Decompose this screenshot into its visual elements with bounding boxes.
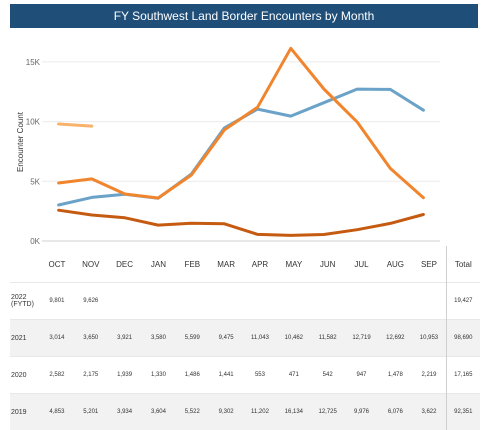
table-cell [175, 283, 209, 320]
table-cell: 10,462 [277, 320, 311, 357]
table-cell: 4,853 [40, 394, 74, 430]
table-cell: 2,175 [74, 357, 108, 394]
table-cell: 16,134 [277, 394, 311, 430]
table-cell: 11,043 [243, 320, 277, 357]
table-cell [209, 283, 243, 320]
table-cell: 1,478 [378, 357, 412, 394]
table-header-jan: JAN [142, 246, 176, 283]
table-header-jul: JUL [345, 246, 379, 283]
table-header-corner [10, 246, 40, 283]
table-cell: 12,719 [345, 320, 379, 357]
row-total: 17,165 [446, 357, 480, 394]
table-cell: 2,219 [412, 357, 446, 394]
table-cell: 3,921 [108, 320, 142, 357]
table-cell: 5,201 [74, 394, 108, 430]
table-header-total: Total [446, 246, 480, 283]
line-chart: 0K 5K 10K 15K Encounter Count [0, 30, 488, 246]
table-cell [345, 283, 379, 320]
series-line-2020 [59, 210, 424, 235]
table-cell: 2,582 [40, 357, 74, 394]
table-cell: 6,076 [378, 394, 412, 430]
table-cell [277, 283, 311, 320]
y-axis-ticks: 0K 5K 10K 15K [26, 58, 41, 246]
table-cell: 5,599 [175, 320, 209, 357]
table-cell [378, 283, 412, 320]
table-cell: 9,302 [209, 394, 243, 430]
table-cell: 3,014 [40, 320, 74, 357]
table-header-jun: JUN [311, 246, 345, 283]
table-cell: 10,953 [412, 320, 446, 357]
row-label: 2019 [10, 394, 40, 430]
table-cell: 12,725 [311, 394, 345, 430]
table-cell: 1,441 [209, 357, 243, 394]
row-label: 2022(FYTD) [10, 283, 40, 320]
row-total: 98,690 [446, 320, 480, 357]
row-total: 19,427 [446, 283, 480, 320]
table-cell: 11,202 [243, 394, 277, 430]
table-header-aug: AUG [378, 246, 412, 283]
table-cell: 1,486 [175, 357, 209, 394]
table-cell: 9,801 [40, 283, 74, 320]
table-cell: 947 [345, 357, 379, 394]
table-cell: 3,650 [74, 320, 108, 357]
table-cell: 12,692 [378, 320, 412, 357]
table-header-mar: MAR [209, 246, 243, 283]
y-axis-label: Encounter Count [16, 111, 25, 172]
table-cell: 553 [243, 357, 277, 394]
series-line-2022 [59, 124, 92, 126]
row-total: 92,351 [446, 394, 480, 430]
table-cell: 3,580 [142, 320, 176, 357]
row-label: 2021 [10, 320, 40, 357]
table-cell [412, 283, 446, 320]
table-cell: 1,939 [108, 357, 142, 394]
table-cell: 3,622 [412, 394, 446, 430]
row-label: 2020 [10, 357, 40, 394]
series-lines [59, 48, 424, 235]
table-header-nov: NOV [74, 246, 108, 283]
table-header-apr: APR [243, 246, 277, 283]
y-tick-label: 15K [26, 58, 41, 67]
table-header-sep: SEP [412, 246, 446, 283]
table-cell: 9,475 [209, 320, 243, 357]
table-cell [108, 283, 142, 320]
table-cell: 3,604 [142, 394, 176, 430]
chart-title: FY Southwest Land Border Encounters by M… [10, 4, 478, 28]
y-tick-label: 10K [26, 118, 41, 127]
table-cell: 9,976 [345, 394, 379, 430]
table-cell [311, 283, 345, 320]
table-cell: 9,626 [74, 283, 108, 320]
table-cell: 471 [277, 357, 311, 394]
table-cell: 542 [311, 357, 345, 394]
table-header-dec: DEC [108, 246, 142, 283]
table-cell: 11,582 [311, 320, 345, 357]
series-line-2019 [59, 48, 424, 198]
table-cell: 3,934 [108, 394, 142, 430]
table-cell [243, 283, 277, 320]
y-tick-label: 5K [30, 177, 40, 186]
table-header-feb: FEB [175, 246, 209, 283]
table-cell: 1,330 [142, 357, 176, 394]
table-cell: 5,522 [175, 394, 209, 430]
table-header-oct: OCT [40, 246, 74, 283]
table-cell [142, 283, 176, 320]
y-tick-label: 0K [30, 237, 40, 246]
table-header-may: MAY [277, 246, 311, 283]
